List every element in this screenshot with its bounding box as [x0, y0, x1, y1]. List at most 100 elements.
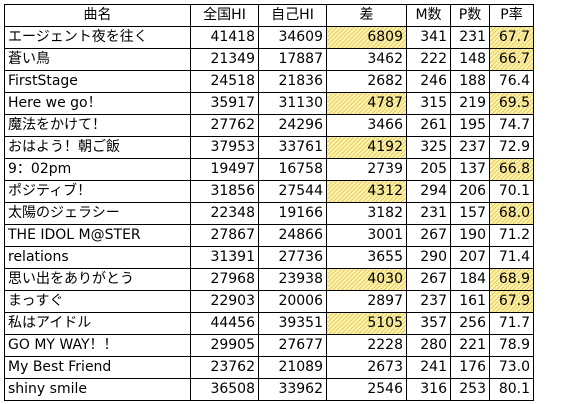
header-national-hi: 全国HI — [190, 4, 259, 27]
cell-m-count: 316 — [406, 378, 451, 401]
cell-difference: 3001 — [326, 224, 407, 247]
cell-song-name: My Best Friend — [4, 356, 191, 379]
cell-song-name: 思い出をありがとう — [4, 268, 191, 291]
cell-song-name: relations — [4, 246, 191, 269]
table-body: エージェント夜を往く 41418 34609 6809 341 231 67.7 蒼い鳥 213… — [4, 26, 534, 401]
cell-national-hi: 27968 — [190, 268, 259, 291]
cell-personal-hi: 21836 — [258, 70, 327, 93]
cell-personal-hi: 27544 — [258, 180, 327, 203]
cell-national-hi: 22348 — [190, 202, 259, 225]
cell-national-hi: 31391 — [190, 246, 259, 269]
cell-p-rate: 74.7 — [489, 114, 534, 137]
table-row: 私はアイドル 44456 39351 5105 357 256 71.7 — [4, 312, 534, 335]
cell-difference: 4312 — [326, 180, 407, 203]
cell-p-count: 161 — [450, 290, 490, 313]
table-row: ポジティブ！ 31856 27544 4312 294 206 70.1 — [4, 180, 534, 203]
cell-personal-hi: 39351 — [258, 312, 327, 335]
cell-national-hi: 27762 — [190, 114, 259, 137]
cell-p-count: 195 — [450, 114, 490, 137]
table-row: My Best Friend 23762 21089 2673 241 176 73.0 — [4, 356, 534, 379]
table-header: 曲名 全国HI 自己HI 差 M数 P数 P率 — [4, 4, 534, 27]
cell-song-name: まっすぐ — [4, 290, 191, 313]
cell-national-hi: 31856 — [190, 180, 259, 203]
table-row: 太陽のジェラシー 22348 19166 3182 231 157 68.0 — [4, 202, 534, 225]
cell-national-hi: 21349 — [190, 48, 259, 71]
cell-national-hi: 41418 — [190, 26, 259, 49]
cell-personal-hi: 33761 — [258, 136, 327, 159]
header-m-count: M数 — [406, 4, 451, 27]
cell-p-rate: 76.4 — [489, 70, 534, 93]
cell-m-count: 325 — [406, 136, 451, 159]
cell-p-count: 237 — [450, 136, 490, 159]
cell-national-hi: 24518 — [190, 70, 259, 93]
cell-p-count: 190 — [450, 224, 490, 247]
cell-difference: 2546 — [326, 378, 407, 401]
header-personal-hi: 自己HI — [258, 4, 327, 27]
cell-difference: 3466 — [326, 114, 407, 137]
cell-personal-hi: 33962 — [258, 378, 327, 401]
cell-national-hi: 22903 — [190, 290, 259, 313]
cell-m-count: 261 — [406, 114, 451, 137]
table-row: まっすぐ 22903 20006 2897 237 161 67.9 — [4, 290, 534, 313]
cell-m-count: 357 — [406, 312, 451, 335]
cell-song-name: shiny smile — [4, 378, 191, 401]
cell-difference: 2228 — [326, 334, 407, 357]
cell-song-name: THE IDOL M@STER — [4, 224, 191, 247]
cell-personal-hi: 19166 — [258, 202, 327, 225]
cell-personal-hi: 24866 — [258, 224, 327, 247]
cell-personal-hi: 23938 — [258, 268, 327, 291]
cell-personal-hi: 16758 — [258, 158, 327, 181]
table-row: THE IDOL M@STER 27867 24866 3001 267 190 71.2 — [4, 224, 534, 247]
table-row: 魔法をかけて！ 27762 24296 3466 261 195 74.7 — [4, 114, 534, 137]
cell-difference: 4030 — [326, 268, 407, 291]
cell-difference: 2673 — [326, 356, 407, 379]
cell-difference: 2897 — [326, 290, 407, 313]
cell-p-count: 207 — [450, 246, 490, 269]
cell-p-count: 148 — [450, 48, 490, 71]
cell-difference: 3655 — [326, 246, 407, 269]
cell-p-count: 137 — [450, 158, 490, 181]
cell-m-count: 246 — [406, 70, 451, 93]
table-row: おはよう！朝ご飯 37953 33761 4192 325 237 72.9 — [4, 136, 534, 159]
header-p-rate: P率 — [489, 4, 534, 27]
cell-song-name: 私はアイドル — [4, 312, 191, 335]
cell-song-name: ポジティブ！ — [4, 180, 191, 203]
cell-m-count: 241 — [406, 356, 451, 379]
cell-p-rate: 71.4 — [489, 246, 534, 269]
cell-p-count: 231 — [450, 26, 490, 49]
cell-p-rate: 70.1 — [489, 180, 534, 203]
cell-p-count: 256 — [450, 312, 490, 335]
cell-m-count: 294 — [406, 180, 451, 203]
cell-difference: 3182 — [326, 202, 407, 225]
cell-m-count: 290 — [406, 246, 451, 269]
table-row: エージェント夜を往く 41418 34609 6809 341 231 67.7 — [4, 26, 534, 49]
cell-p-count: 184 — [450, 268, 490, 291]
cell-song-name: 9：02pm — [4, 158, 191, 181]
table-row: 思い出をありがとう 27968 23938 4030 267 184 68.9 — [4, 268, 534, 291]
header-p-count: P数 — [450, 4, 490, 27]
cell-song-name: Here we go！ — [4, 92, 191, 115]
cell-p-rate: 69.5 — [489, 92, 534, 115]
cell-m-count: 231 — [406, 202, 451, 225]
cell-song-name: GO MY WAY！！ — [4, 334, 191, 357]
cell-personal-hi: 34609 — [258, 26, 327, 49]
cell-song-name: おはよう！朝ご飯 — [4, 136, 191, 159]
table-row: relations 31391 27736 3655 290 207 71.4 — [4, 246, 534, 269]
cell-difference: 4192 — [326, 136, 407, 159]
cell-m-count: 205 — [406, 158, 451, 181]
cell-p-rate: 66.8 — [489, 158, 534, 181]
cell-m-count: 280 — [406, 334, 451, 357]
cell-p-rate: 67.9 — [489, 290, 534, 313]
cell-song-name: 太陽のジェラシー — [4, 202, 191, 225]
cell-personal-hi: 31130 — [258, 92, 327, 115]
cell-personal-hi: 27736 — [258, 246, 327, 269]
cell-p-count: 253 — [450, 378, 490, 401]
cell-national-hi: 35917 — [190, 92, 259, 115]
cell-m-count: 222 — [406, 48, 451, 71]
cell-national-hi: 44456 — [190, 312, 259, 335]
cell-m-count: 267 — [406, 224, 451, 247]
cell-national-hi: 36508 — [190, 378, 259, 401]
cell-difference: 6809 — [326, 26, 407, 49]
cell-m-count: 315 — [406, 92, 451, 115]
cell-personal-hi: 21089 — [258, 356, 327, 379]
